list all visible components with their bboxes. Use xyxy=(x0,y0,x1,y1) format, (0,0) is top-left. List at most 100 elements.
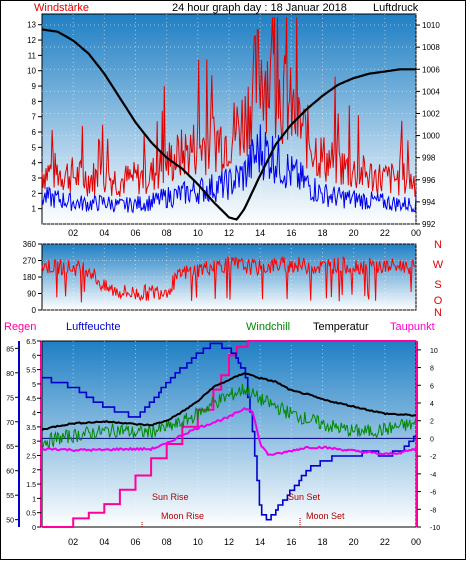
graph-title: 24 hour graph day : 18 Januar 2018 xyxy=(172,2,347,14)
top-left-tick: 5 xyxy=(32,143,37,152)
temp-tick: 0 xyxy=(430,436,434,443)
bottom-x-tick: 08 xyxy=(162,537,172,547)
bottom-axes: 02 04 06 08 10 12 14 16 18 20 22 0000.511.522.533.5… xyxy=(6,339,440,547)
luftfeuchte-line xyxy=(42,342,416,521)
legend-regen: Regen xyxy=(4,321,36,333)
regen-tick: 0 xyxy=(32,525,36,532)
top-right-tick: 1010 xyxy=(422,21,440,30)
top-series xyxy=(41,17,417,221)
regen-tick: 0.5 xyxy=(26,511,36,518)
temp-tick: -8 xyxy=(430,507,436,514)
bottom-x-tick: 16 xyxy=(286,537,296,547)
regen-tick: 5.5 xyxy=(26,368,36,375)
windstaerke-line xyxy=(41,17,417,197)
top-x-tick: 16 xyxy=(286,228,296,238)
top-left-tick: 12 xyxy=(27,36,36,45)
legend-taupunkt: Taupunkt xyxy=(390,321,435,333)
taupunkt-line xyxy=(41,406,417,456)
temp-tick: -10 xyxy=(430,525,440,532)
regen-tick: 5 xyxy=(32,382,36,389)
top-left-tick: 9 xyxy=(32,82,37,91)
winddir-right-label: N xyxy=(434,307,442,319)
winddir-left-tick: 180 xyxy=(23,273,37,282)
regen-tick: 2.5 xyxy=(26,453,36,460)
feuchte-tick: 70 xyxy=(6,420,14,427)
bottom-x-tick: 06 xyxy=(130,537,140,547)
top-x-tick: 14 xyxy=(255,228,265,238)
regen-tick: 3 xyxy=(32,439,36,446)
winddir-right-label: O xyxy=(434,295,443,307)
feuchte-tick: 80 xyxy=(6,371,14,378)
regen-tick: 4.5 xyxy=(26,396,36,403)
top-right-tick: 992 xyxy=(422,220,436,229)
top-left-tick: 11 xyxy=(28,51,37,60)
top-left-tick: 3 xyxy=(32,174,37,183)
winddir-left-tick: 360 xyxy=(23,240,37,249)
top-x-tick: 08 xyxy=(162,228,172,238)
temp-tick: 6 xyxy=(430,383,434,390)
top-right-tick: 994 xyxy=(422,198,436,207)
top-left-tick: 7 xyxy=(32,113,37,122)
top-x-tick: 18 xyxy=(317,228,327,238)
temp-tick: 8 xyxy=(430,366,434,373)
moon-set-label: Moon Set xyxy=(306,511,345,521)
bottom-x-tick: 12 xyxy=(224,537,234,547)
feuchte-tick: 75 xyxy=(6,395,14,402)
top-right-tick: 1000 xyxy=(422,132,440,141)
sun-set-label: Sun Set xyxy=(288,492,321,502)
top-x-tick: 06 xyxy=(130,228,140,238)
regen-tick: 2 xyxy=(32,468,36,475)
bottom-x-tick: 04 xyxy=(99,537,109,547)
top-x-tick: 12 xyxy=(224,228,234,238)
legend-windchill: Windchill xyxy=(246,321,290,333)
temperatur-line xyxy=(41,372,417,431)
feuchte-tick: 85 xyxy=(6,346,14,353)
temp-tick: -2 xyxy=(430,454,436,461)
regen-tick: 1.5 xyxy=(26,482,36,489)
legend-luftfeuchte: Luftfeuchte xyxy=(66,321,120,333)
temp-tick: -4 xyxy=(430,472,436,479)
temp-tick: 4 xyxy=(430,401,434,408)
top-right-tick: 1008 xyxy=(422,43,440,52)
top-right-tick: 998 xyxy=(422,154,436,163)
bottom-x-tick: 02 xyxy=(68,537,78,547)
top-left-tick: 8 xyxy=(32,97,37,106)
top-left-tick: 4 xyxy=(32,159,37,168)
regen-tick: 3.5 xyxy=(26,425,36,432)
winddir-series xyxy=(41,255,416,303)
windboeen-line xyxy=(41,124,417,214)
winddir-left-tick: 0 xyxy=(32,306,37,315)
winddir-left-tick: 90 xyxy=(27,290,36,299)
feuchte-tick: 50 xyxy=(6,518,14,525)
temp-tick: -6 xyxy=(430,490,436,497)
winddir-line xyxy=(41,255,416,303)
windchill-line xyxy=(41,383,417,449)
top-x-tick: 22 xyxy=(380,228,390,238)
top-right-tick: 996 xyxy=(422,176,436,185)
top-right-tick: 1006 xyxy=(422,65,440,74)
legend-temperatur: Temperatur xyxy=(313,321,369,333)
top-x-tick: 10 xyxy=(193,228,203,238)
regen-tick: 6 xyxy=(32,353,36,360)
temp-tick: 10 xyxy=(430,348,438,355)
bottom-x-tick: 18 xyxy=(317,537,327,547)
bottom-series xyxy=(41,340,417,528)
feuchte-tick: 55 xyxy=(6,493,14,500)
top-left-tick: 13 xyxy=(27,21,36,30)
top-left-tick: 2 xyxy=(32,189,37,198)
bottom-x-tick: 20 xyxy=(349,537,359,547)
top-x-tick: 02 xyxy=(68,228,78,238)
top-x-tick: 00 xyxy=(411,228,421,238)
regen-tick: 1 xyxy=(32,496,36,503)
top-left-tick: 6 xyxy=(32,128,37,137)
bottom-x-tick: 00 xyxy=(411,537,421,547)
luftdruck-label: Luftdruck xyxy=(373,2,419,14)
sun-rise-label: Sun Rise xyxy=(152,492,189,502)
bottom-grid xyxy=(42,341,417,527)
windstaerke-label: Windstärke xyxy=(34,2,89,14)
top-left-tick: 10 xyxy=(27,67,36,76)
bottom-x-tick: 14 xyxy=(255,537,265,547)
moon-rise-label: Moon Rise xyxy=(161,511,204,521)
